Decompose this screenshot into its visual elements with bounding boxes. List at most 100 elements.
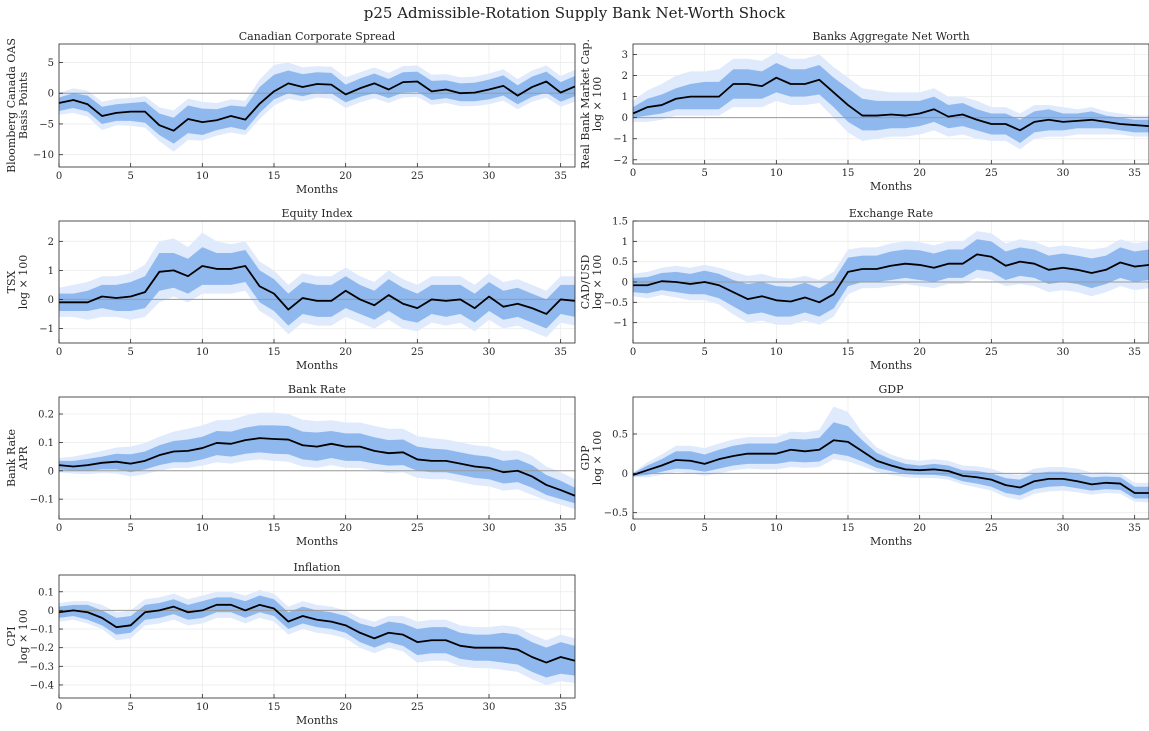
y-tick-label: 0 bbox=[48, 295, 54, 306]
x-axis-label: Months bbox=[870, 535, 912, 548]
y-tick-label: −0.5 bbox=[604, 508, 628, 519]
panel-title: Equity Index bbox=[282, 207, 354, 220]
x-axis-label: Months bbox=[296, 535, 338, 548]
y-tick-label: 0 bbox=[48, 466, 54, 477]
inner-band bbox=[633, 422, 1149, 499]
x-tick-label: 25 bbox=[411, 523, 424, 534]
median-line bbox=[59, 265, 576, 315]
panel-title: Bank Rate bbox=[288, 383, 346, 396]
y-tick-label: −0.1 bbox=[30, 625, 54, 636]
x-tick-label: 10 bbox=[196, 523, 209, 534]
y-tick-label: 0 bbox=[622, 469, 628, 480]
panel-title: Canadian Corporate Spread bbox=[239, 30, 395, 43]
x-tick-label: 0 bbox=[630, 347, 636, 358]
median-line bbox=[632, 76, 1149, 132]
panel-title: GDP bbox=[878, 383, 904, 396]
x-tick-label: 25 bbox=[411, 347, 424, 358]
y-tick-label: 0 bbox=[48, 606, 54, 617]
x-tick-label: 5 bbox=[127, 171, 133, 182]
x-axis-label: Months bbox=[870, 359, 912, 372]
x-tick-label: 5 bbox=[701, 523, 707, 534]
panel-title: Inflation bbox=[294, 561, 341, 574]
x-tick-label: 20 bbox=[913, 523, 926, 534]
y-axis-label-line: Bloomberg Canada OAS bbox=[5, 38, 18, 173]
y-tick-label: −1 bbox=[39, 324, 54, 335]
y-tick-label: −0.1 bbox=[30, 495, 54, 506]
panel-5: 0 5 10 15 20 25 30 35 −0.1 0 0.1 0.2 Bank Rate Months… bbox=[5, 383, 576, 548]
x-tick-label: 10 bbox=[770, 523, 783, 534]
x-tick-label: 5 bbox=[127, 347, 133, 358]
inner-band bbox=[59, 247, 575, 329]
x-tick-label: 25 bbox=[411, 702, 424, 713]
median-line bbox=[632, 439, 1149, 494]
y-tick-label: 3 bbox=[622, 50, 628, 61]
y-axis-label-line: CAD/USD bbox=[579, 255, 592, 310]
x-tick-label: 15 bbox=[268, 171, 281, 182]
axes-frame bbox=[58, 574, 576, 699]
x-tick-label: 5 bbox=[127, 523, 133, 534]
x-tick-label: 15 bbox=[842, 168, 855, 179]
y-axis-label: Real Bank Market Cap.log × 100 bbox=[579, 39, 604, 169]
y-tick-label: 2 bbox=[48, 237, 54, 248]
y-axis-label-line: log × 100 bbox=[17, 609, 30, 663]
outer-band bbox=[633, 406, 1149, 503]
y-tick-label: −2 bbox=[613, 155, 628, 166]
y-tick-label: 1.5 bbox=[612, 217, 628, 228]
x-tick-label: 10 bbox=[196, 347, 209, 358]
x-tick-label: 35 bbox=[554, 523, 567, 534]
y-axis-label: Bloomberg Canada OASBasis Points bbox=[5, 38, 30, 173]
y-tick-label: −1 bbox=[613, 318, 628, 329]
x-tick-label: 25 bbox=[985, 523, 998, 534]
x-tick-label: 35 bbox=[554, 347, 567, 358]
x-tick-label: 20 bbox=[339, 702, 352, 713]
y-axis-label: CPIlog × 100 bbox=[5, 609, 30, 663]
panel-3: 0 5 10 15 20 25 30 35 −1 0 1 2 Equity Index Months TSX… bbox=[5, 207, 576, 372]
x-tick-label: 15 bbox=[268, 523, 281, 534]
panel-2: 0 5 10 15 20 25 30 35 −2 −1 0 1 2 3 Banks Aggregate Ne… bbox=[579, 30, 1149, 193]
y-axis-label: TSXlog × 100 bbox=[5, 255, 30, 309]
y-axis-label-line: APR bbox=[17, 445, 30, 470]
y-axis-label-line: Basis Points bbox=[17, 72, 30, 140]
x-tick-label: 20 bbox=[339, 347, 352, 358]
x-tick-label: 20 bbox=[339, 523, 352, 534]
panel-title: Banks Aggregate Net Worth bbox=[812, 30, 969, 43]
panel-title: Exchange Rate bbox=[849, 207, 933, 220]
x-tick-label: 0 bbox=[630, 168, 636, 179]
y-axis-label-line: log × 100 bbox=[17, 255, 30, 309]
x-tick-label: 10 bbox=[770, 347, 783, 358]
x-tick-label: 5 bbox=[701, 168, 707, 179]
axes-frame bbox=[58, 396, 576, 520]
x-tick-label: 25 bbox=[985, 347, 998, 358]
y-tick-label: −5 bbox=[39, 119, 54, 130]
x-tick-label: 0 bbox=[56, 523, 62, 534]
x-tick-label: 15 bbox=[842, 523, 855, 534]
y-tick-label: 1 bbox=[622, 92, 628, 103]
x-tick-label: 20 bbox=[339, 171, 352, 182]
axes-frame bbox=[632, 396, 1149, 520]
y-tick-label: 1 bbox=[622, 237, 628, 248]
y-tick-label: −0.2 bbox=[30, 643, 54, 654]
y-axis-label-line: CPI bbox=[5, 626, 18, 646]
y-tick-label: 0 bbox=[622, 113, 628, 124]
x-tick-label: 35 bbox=[1128, 168, 1141, 179]
x-tick-label: 20 bbox=[913, 168, 926, 179]
y-axis-label-line: GDP bbox=[579, 445, 592, 471]
x-tick-label: 15 bbox=[842, 347, 855, 358]
y-axis-label: CAD/USDlog × 100 bbox=[579, 255, 604, 310]
median-line bbox=[58, 80, 576, 132]
x-tick-label: 0 bbox=[630, 523, 636, 534]
y-tick-label: −1 bbox=[613, 134, 628, 145]
y-axis-label-line: log × 100 bbox=[591, 255, 604, 309]
x-axis-label: Months bbox=[296, 714, 338, 727]
x-tick-label: 35 bbox=[1128, 347, 1141, 358]
x-tick-label: 30 bbox=[1057, 168, 1070, 179]
x-tick-label: 35 bbox=[554, 702, 567, 713]
inner-band bbox=[59, 425, 575, 504]
y-tick-label: −0.5 bbox=[604, 298, 628, 309]
x-tick-label: 0 bbox=[56, 347, 62, 358]
x-tick-label: 30 bbox=[483, 347, 496, 358]
x-tick-label: 30 bbox=[483, 702, 496, 713]
y-tick-label: 0 bbox=[48, 89, 54, 100]
median-line bbox=[58, 603, 576, 664]
